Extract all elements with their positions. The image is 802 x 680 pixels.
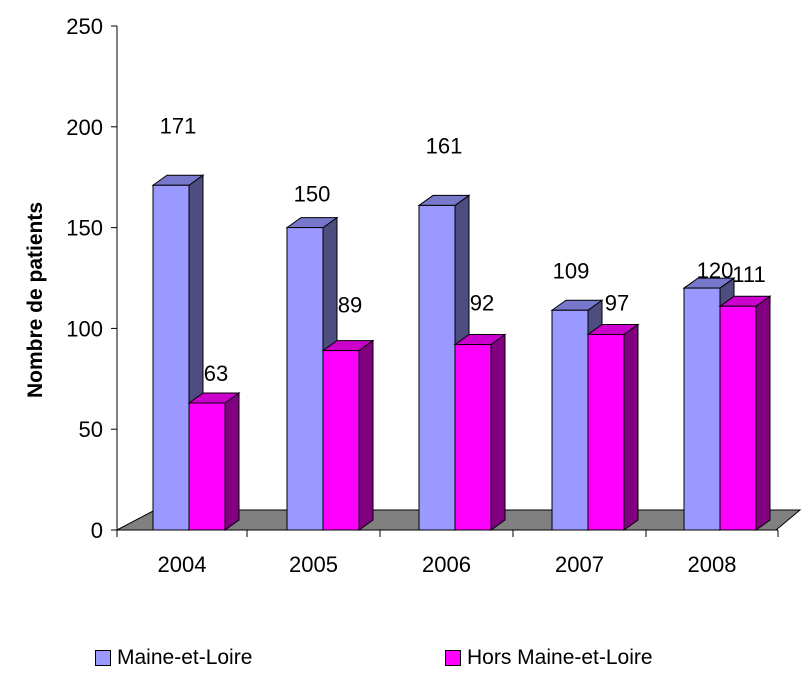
bar-maine [551,309,589,531]
y-tick-label: 0 [91,518,103,543]
bar-hors [322,350,360,531]
y-tick-label: 100 [66,316,103,341]
x-tick-label: 2006 [422,552,471,577]
bar-maine [683,287,721,531]
legend-label-hors: Hors Maine-et-Loire [467,646,653,669]
bar-hors [587,333,625,531]
data-label-maine: 109 [553,258,590,283]
y-tick-label: 200 [66,115,103,140]
bar-maine [286,227,324,531]
y-tick-label: 150 [66,216,103,241]
bar-hors-side [224,392,240,531]
y-tick-label: 50 [79,417,103,442]
bar-hors-side [358,339,374,531]
x-tick-label: 2008 [688,552,737,577]
x-tick-label: 2007 [555,552,604,577]
data-label-hors: 89 [338,293,362,318]
data-label-hors: 97 [605,290,629,315]
bar-hors [188,402,226,531]
legend-swatch-maine [95,650,111,666]
data-label-maine: 120 [697,258,734,283]
y-axis-label: Nombre de patients [24,202,47,398]
data-label-maine: 161 [426,133,463,158]
legend-item-maine: Maine-et-Loire [95,646,252,670]
bar-hors-side [490,333,506,531]
data-label-maine: 150 [294,182,331,207]
axes: 0 50 100 150 200 250 2004 2005 2006 2007 2008 [66,14,779,577]
data-label-hors: 92 [470,291,494,316]
bars [151,174,772,531]
bar-hors [719,305,757,531]
data-label-hors: 111 [732,262,765,287]
legend-swatch-hors [445,650,461,666]
bar-hors-side [755,295,771,531]
x-tick-label: 2005 [289,552,338,577]
data-label-maine: 171 [160,113,197,138]
bar-hors-side [623,323,639,531]
legend-label-maine: Maine-et-Loire [117,646,253,669]
x-tick-label: 2004 [158,552,207,577]
legend: Maine-et-Loire Hors Maine-et-Loire [0,646,802,680]
y-tick-label: 250 [66,14,103,39]
legend-item-hors: Hors Maine-et-Loire [445,646,653,670]
bar-maine [418,204,456,531]
bar-maine [152,184,190,531]
bar-chart: 0 50 100 150 200 250 2004 2005 2006 2007 2008 171 6… [24,14,802,577]
bar-hors [454,344,492,531]
data-label-hors: 63 [204,361,228,386]
